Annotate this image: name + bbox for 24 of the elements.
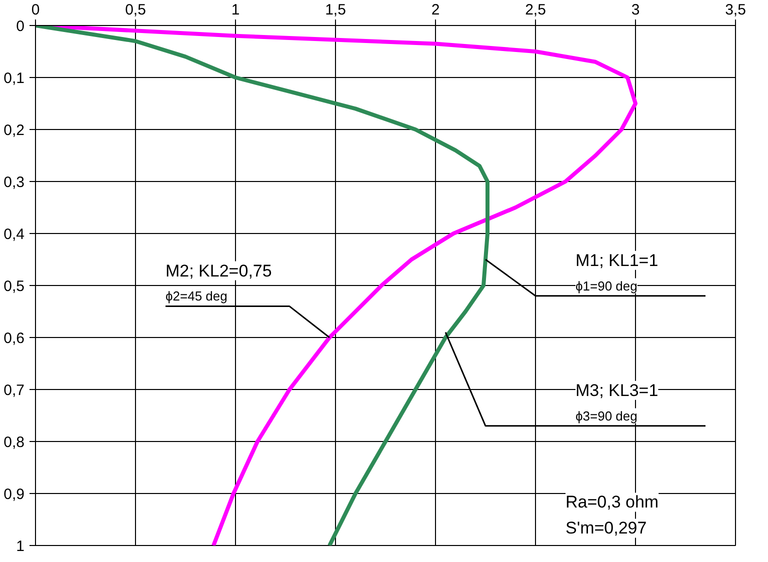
- y-tick-label: 0: [16, 18, 24, 35]
- annotation: M3; KL3=1 ϕ3=90 deg: [576, 380, 658, 424]
- y-tick-label: 0,1: [4, 70, 25, 87]
- annotation: Ra=0,3 ohm S'm=0,297: [566, 492, 659, 538]
- annotation: M1; KL1=1 ϕ1=90 deg: [576, 250, 658, 294]
- y-tick-label: 0,5: [4, 278, 25, 295]
- y-tick-label: 0,7: [4, 382, 25, 399]
- y-tick-label: 0,6: [4, 330, 25, 347]
- x-tick-label: 0: [31, 2, 40, 18]
- x-tick-label: 2: [431, 2, 440, 18]
- x-tick-label: 1,5: [325, 2, 346, 18]
- x-tick-label: 0,5: [125, 2, 146, 18]
- y-tick-label: 0,4: [4, 226, 25, 243]
- line-series: [36, 26, 490, 546]
- y-tick-label: 0,2: [4, 122, 25, 139]
- y-tick-label: 0,3: [4, 174, 25, 191]
- y-tick-label: 0,9: [4, 486, 25, 503]
- annotation: M2; KL2=0,75 ϕ2=45 deg: [166, 261, 272, 304]
- y-tick-label: 0,8: [4, 434, 25, 451]
- x-tick-label: 2,5: [525, 2, 546, 18]
- y-tick-label: 1: [16, 538, 24, 555]
- x-tick-label: 3: [631, 2, 640, 18]
- x-tick-label: 1: [231, 2, 240, 18]
- x-tick-label: 3,5: [725, 2, 746, 18]
